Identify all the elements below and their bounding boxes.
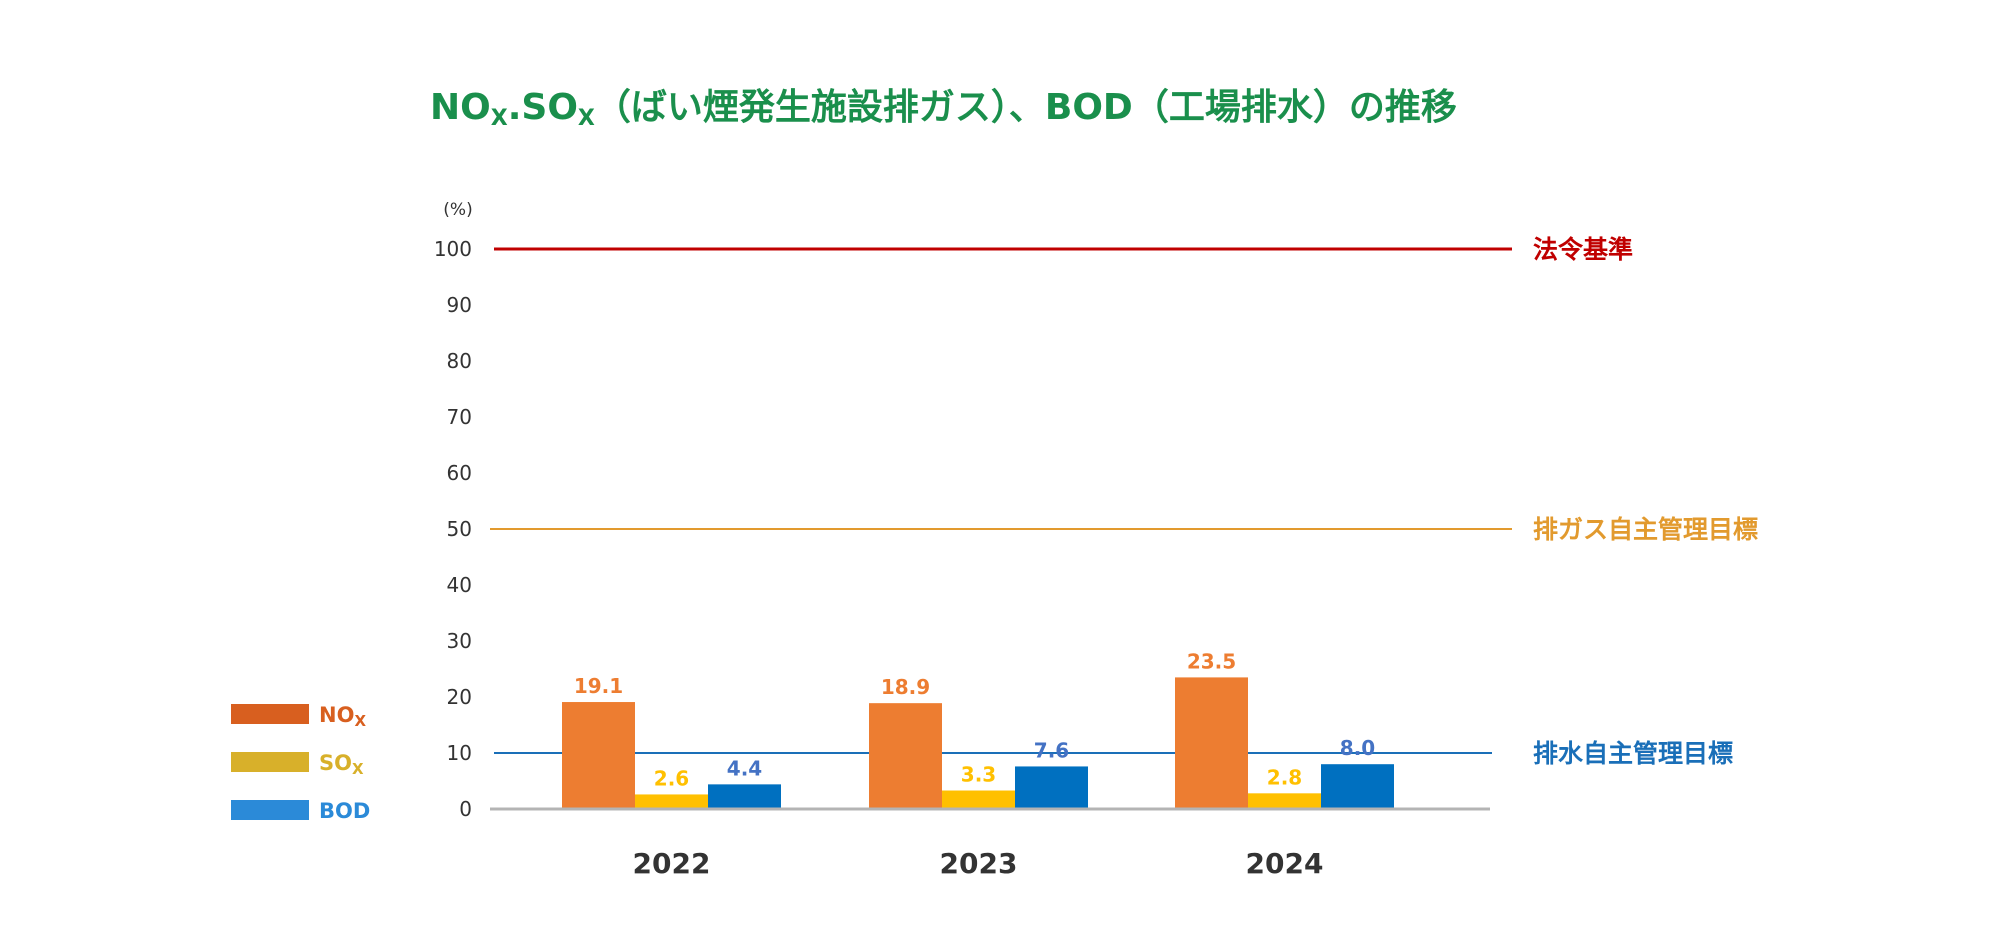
bar <box>708 784 781 809</box>
legend-label-main: BOD <box>319 799 370 823</box>
chart-title-part: SO <box>521 87 578 128</box>
y-tick-label: 10 <box>447 741 472 765</box>
chart-title: NOX.SOX（ばい煙発生施設排ガス）、BOD（工場排水）の推移 <box>430 87 1457 131</box>
bar <box>1015 766 1088 809</box>
data-label: 4.4 <box>727 756 762 780</box>
legend-swatch <box>231 704 309 724</box>
data-label: 8.0 <box>1340 736 1375 760</box>
bar <box>869 703 942 809</box>
bars: 19.1 2.6 4.4 18.9 3.3 7.6 23.5 2.8 8.0 <box>562 649 1394 809</box>
y-tick-label: 70 <box>447 405 472 429</box>
reference-line-label: 排水自主管理目標 <box>1533 739 1733 768</box>
bar <box>635 794 708 809</box>
y-tick-label: 100 <box>434 237 472 261</box>
y-tick-label: 90 <box>447 293 472 317</box>
legend-label-sub: X <box>354 712 366 730</box>
reference-line-label: 法令基準 <box>1533 235 1633 264</box>
y-tick-label: 50 <box>447 517 472 541</box>
x-axis: 2022 2023 2024 <box>633 847 1324 880</box>
y-axis: (%) 0 10 20 30 40 50 60 70 80 90 100 <box>434 200 473 821</box>
bar <box>1175 677 1248 809</box>
legend-label: BOD <box>319 799 370 823</box>
legend-label-sub: X <box>352 760 364 778</box>
x-tick-label: 2023 <box>940 847 1018 880</box>
x-tick-label: 2022 <box>633 847 711 880</box>
data-label: 19.1 <box>574 674 623 698</box>
legend-label: NOX <box>319 703 366 730</box>
legend-swatch <box>231 752 309 772</box>
bar <box>1321 764 1394 809</box>
y-tick-label: 0 <box>459 797 472 821</box>
legend-label-main: SO <box>319 751 352 775</box>
x-tick-label: 2024 <box>1246 847 1324 880</box>
chart-title-part: . <box>508 87 522 128</box>
y-tick-label: 20 <box>447 685 472 709</box>
legend-label: SOX <box>319 751 364 778</box>
legend-label-main: NO <box>319 703 354 727</box>
y-tick-label: 40 <box>447 573 472 597</box>
chart-title-part: （ばい煙発生施設排ガス）、BOD（工場排水）の推移 <box>595 87 1457 128</box>
legend-swatch <box>231 800 309 820</box>
y-tick-label: 80 <box>447 349 472 373</box>
data-label: 23.5 <box>1187 649 1236 673</box>
bar <box>562 702 635 809</box>
data-label: 2.6 <box>654 766 689 790</box>
data-label: 7.6 <box>1034 738 1069 762</box>
chart-title-part: NO <box>430 87 491 128</box>
data-label: 18.9 <box>881 675 930 699</box>
chart-title-part: X <box>578 106 595 131</box>
bar <box>1248 793 1321 809</box>
y-tick-label: 60 <box>447 461 472 485</box>
y-axis-unit: (%) <box>443 200 472 220</box>
y-tick-label: 30 <box>447 629 472 653</box>
chart-title-part: X <box>491 106 508 131</box>
reference-line-label: 排ガス自主管理目標 <box>1533 515 1758 544</box>
bar <box>942 790 1015 809</box>
data-label: 3.3 <box>961 763 996 787</box>
data-label: 2.8 <box>1267 765 1302 789</box>
